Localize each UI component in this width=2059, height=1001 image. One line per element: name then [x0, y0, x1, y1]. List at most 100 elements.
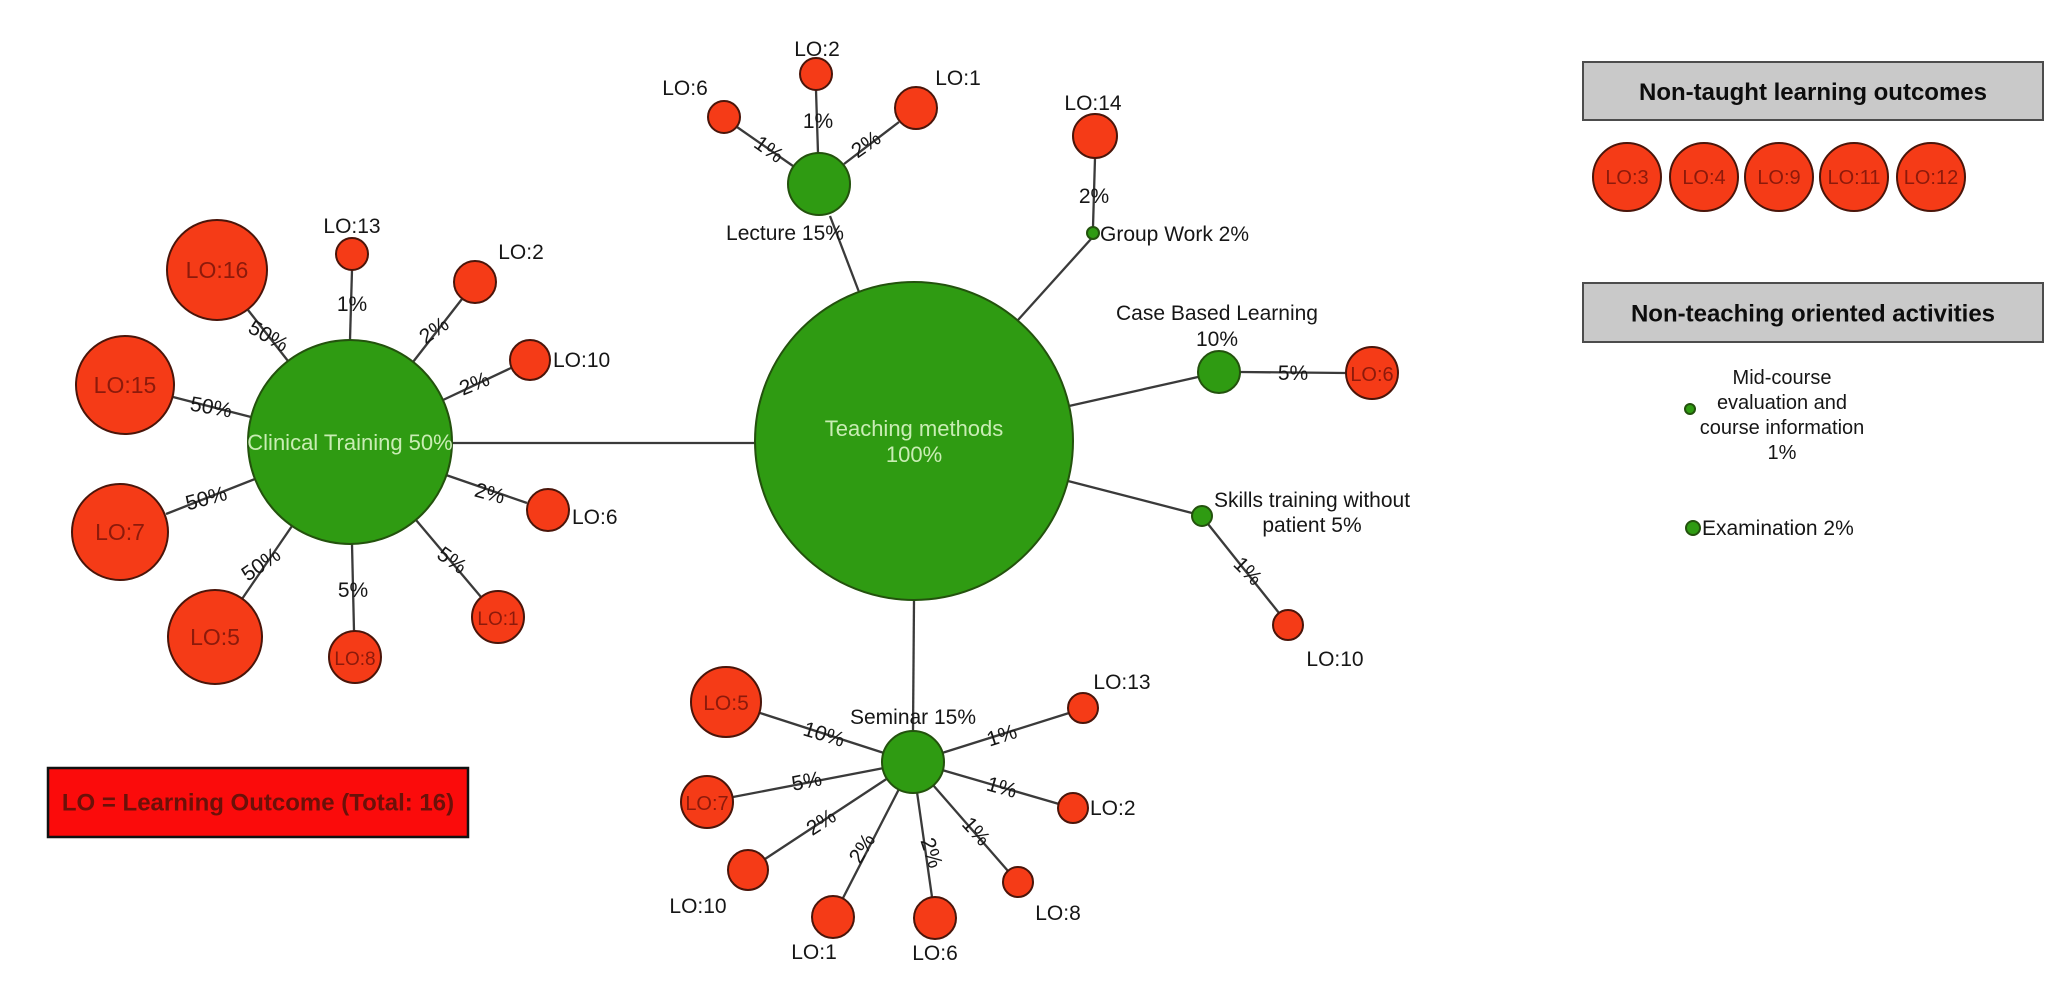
edge-line: [828, 215, 861, 293]
node-skills-lo10: [1272, 609, 1304, 641]
node-clinical-lo16: [166, 219, 268, 321]
edge-percent-label: 1%: [984, 720, 1020, 751]
node-seminar-lo13: [1067, 692, 1099, 724]
seminar-lo10-label: LO:10: [669, 895, 726, 918]
node-clinical-lo2: [453, 260, 497, 304]
panel-non-taught-learning-outcomes: [1582, 61, 2044, 121]
node-nt-lo3: [1592, 142, 1662, 212]
edge-percent-label: 50%: [244, 316, 292, 357]
activity-label-examination: Examination 2%: [1702, 517, 1854, 540]
edge-line: [841, 788, 901, 899]
node-clinical-training: [247, 339, 453, 545]
clinical-lo6-label: LO:6: [572, 506, 618, 529]
node-seminar: [881, 730, 945, 794]
lecture-lo6-label: LO:6: [662, 77, 708, 100]
node-skills-training: [1191, 505, 1213, 527]
legend-label: LO = Learning Outcome (Total: 16): [62, 790, 454, 817]
edge-percent-label: 5%: [1278, 362, 1308, 385]
activity-label-mid-course-evaluation: evaluation and: [1717, 392, 1847, 414]
edge-percent-label: 5%: [338, 579, 368, 602]
edge-line: [247, 309, 289, 362]
edge-line: [172, 395, 252, 419]
seminar-lo2-label: LO:2: [1090, 797, 1136, 820]
clinical-lo13-label: LO:13: [323, 215, 380, 238]
edge-line: [1067, 479, 1193, 515]
lecture-lo1-label: LO:1: [935, 67, 981, 90]
node-nt-lo4-label: LO:4: [1682, 167, 1725, 189]
edge-percent-label: 5%: [790, 767, 824, 795]
edge-line: [932, 784, 1009, 872]
edge-line: [1239, 370, 1347, 375]
edge-line: [241, 525, 293, 600]
edge-line: [1068, 375, 1199, 408]
edge-line: [911, 599, 916, 732]
activity-label-mid-course-evaluation: course information: [1700, 417, 1865, 439]
edge-line: [759, 711, 885, 755]
edge-percent-label: 50%: [237, 543, 285, 586]
edge-percent-label: 2%: [1079, 185, 1109, 208]
edge-percent-label: 50%: [183, 482, 230, 515]
legend-box: [46, 766, 470, 839]
edge-percent-label: 1%: [750, 132, 788, 168]
node-clinical-lo10: [509, 339, 551, 381]
edge-percent-label: 10%: [800, 718, 847, 752]
node-lecture-lo1: [894, 86, 938, 130]
node-nt-lo12-label: LO:12: [1904, 167, 1958, 189]
node-seminar-lo7-label: LO:7: [685, 793, 728, 815]
node-nt-lo11: [1819, 142, 1889, 212]
edge-line: [941, 711, 1070, 755]
node-seminar-lo8: [1002, 866, 1034, 898]
panel-non-teaching-oriented-activities-title: Non-teaching oriented activities: [1631, 301, 1995, 328]
edge-line: [736, 126, 794, 167]
node-teaching-methods: [754, 281, 1074, 601]
seminar-lo6-label: LO:6: [912, 942, 958, 965]
seminar-lo8-label: LO:8: [1035, 902, 1081, 925]
edge-line: [764, 777, 889, 860]
lecture-label: Lecture 15%: [726, 222, 844, 245]
node-seminar-lo10: [727, 849, 769, 891]
node-seminar-lo2: [1057, 792, 1089, 824]
node-lecture-lo2: [799, 57, 833, 91]
skills-lo10-label: LO:10: [1306, 648, 1363, 671]
edge-percent-label: 2%: [472, 479, 507, 509]
edge-line: [1207, 523, 1280, 614]
node-seminar-lo5-label: LO:5: [703, 692, 749, 715]
clinical-lo2-label: LO:2: [498, 241, 544, 264]
node-seminar-lo5: [690, 666, 762, 738]
seminar-lo13-label: LO:13: [1093, 671, 1150, 694]
node-clinical-lo8-label: LO:8: [334, 649, 375, 670]
edge-percent-label: 2%: [916, 835, 947, 871]
node-clinical-lo5-label: LO:5: [190, 624, 240, 650]
panel-non-teaching-oriented-activities: [1582, 282, 2044, 343]
node-clinical-lo6: [526, 488, 570, 532]
node-clinical-training-label: Clinical Training 50%: [247, 430, 452, 455]
edge-line: [843, 121, 900, 165]
edge-line: [732, 766, 885, 799]
case-based-learning-label: Case Based Learning: [1116, 302, 1318, 325]
group-work-label: Group Work 2%: [1100, 223, 1249, 246]
node-clinical-lo7-label: LO:7: [95, 519, 145, 545]
edge-line: [941, 768, 1060, 806]
edge-line: [442, 366, 512, 402]
edge-line: [814, 89, 820, 154]
skills-training-label-line1: Skills training without: [1214, 489, 1410, 512]
node-nt-lo9: [1744, 142, 1814, 212]
edge-line: [1091, 157, 1097, 228]
node-clinical-lo5: [167, 589, 263, 685]
node-lo14: [1072, 113, 1118, 159]
skills-training-label-line2: patient 5%: [1262, 514, 1361, 537]
edge-line: [1017, 238, 1092, 321]
node-seminar-lo1: [811, 895, 855, 939]
node-cbl-lo6: [1345, 346, 1399, 400]
node-clinical-lo13: [335, 237, 369, 271]
seminar-lo1-label: LO:1: [791, 941, 837, 964]
node-clinical-lo8: [328, 630, 382, 684]
node-lecture-lo6: [707, 100, 741, 134]
activity-label-mid-course-evaluation: Mid-course: [1733, 367, 1832, 389]
seminar-label: Seminar 15%: [850, 706, 976, 729]
edge-line: [412, 298, 463, 363]
node-nt-lo9-label: LO:9: [1757, 167, 1800, 189]
node-clinical-lo15-label: LO:15: [94, 372, 157, 398]
edge-line: [915, 791, 934, 898]
